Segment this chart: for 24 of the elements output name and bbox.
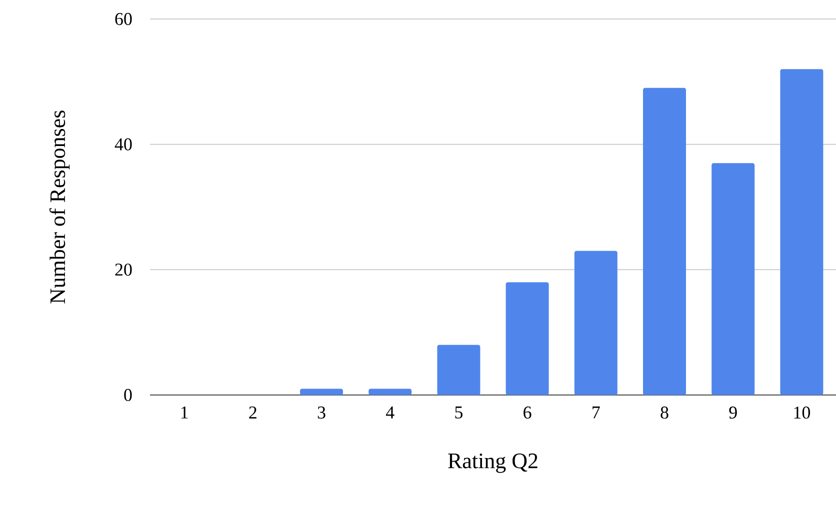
y-tick-label: 20 [115, 264, 132, 276]
x-tick-label: 6 [524, 406, 532, 419]
bar [437, 344, 480, 395]
bar [712, 163, 755, 395]
bar [643, 88, 686, 395]
y-tick-label: 0 [124, 388, 132, 402]
x-tick-label: 2 [249, 406, 256, 418]
y-tick-label: 40 [114, 138, 132, 150]
y-axis-title: Number of Responses [49, 110, 70, 304]
bar [300, 388, 344, 395]
x-axis-title: Rating Q2 [448, 454, 538, 473]
x-tick-label: 4 [386, 406, 394, 418]
x-tick-label: 3 [318, 406, 326, 419]
bar [506, 282, 549, 395]
x-tick-label: 9 [729, 406, 737, 419]
x-tick-label: 1 [181, 406, 188, 418]
x-tick-label: 10 [794, 406, 810, 419]
x-tick-label: 8 [660, 406, 668, 419]
bar [780, 69, 824, 395]
bar [368, 388, 412, 395]
x-tick-label: 5 [455, 406, 462, 418]
bar [574, 250, 618, 395]
x-tick-label: 7 [592, 406, 600, 418]
y-tick-label: 60 [115, 12, 132, 26]
